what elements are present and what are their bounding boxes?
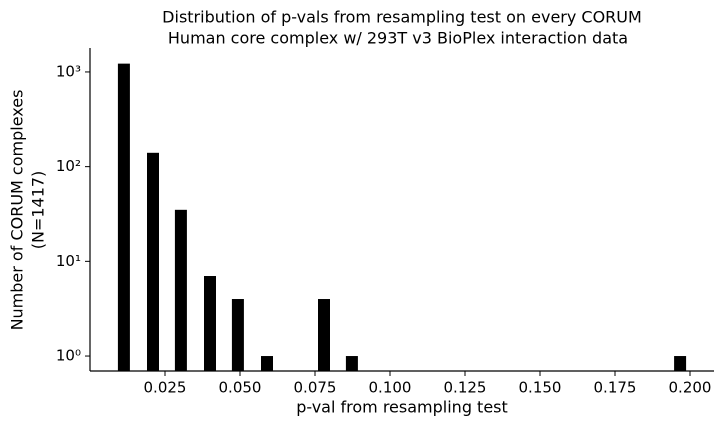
- y-axis-label: (N=1417): [29, 171, 48, 250]
- bar: [261, 356, 273, 371]
- x-tick-label: 0.125: [444, 379, 487, 397]
- chart-title: Human core complex w/ 293T v3 BioPlex in…: [168, 29, 628, 48]
- x-axis-label: p-val from resampling test: [296, 398, 508, 417]
- x-tick-label: 0.175: [594, 379, 637, 397]
- y-tick-label: 10⁰: [56, 347, 81, 365]
- y-axis-label: Number of CORUM complexes: [8, 90, 27, 331]
- y-tick-label: 10¹: [56, 252, 81, 270]
- y-tick-label: 10²: [56, 157, 81, 175]
- x-tick-label: 0.050: [219, 379, 262, 397]
- x-tick-label: 0.150: [519, 379, 562, 397]
- x-tick-label: 0.075: [294, 379, 337, 397]
- bar: [117, 63, 130, 371]
- bar: [231, 299, 244, 371]
- bar: [147, 152, 159, 371]
- y-tick-label: 10³: [56, 62, 81, 80]
- x-tick-label: 0.100: [369, 379, 412, 397]
- bar: [345, 356, 358, 371]
- bar: [318, 299, 330, 371]
- bar: [204, 276, 216, 371]
- chart-title: Distribution of p-vals from resampling t…: [162, 8, 642, 27]
- bar: [174, 209, 187, 371]
- bar: [674, 356, 687, 371]
- x-tick-label: 0.200: [669, 379, 712, 397]
- x-tick-label: 0.025: [144, 379, 187, 397]
